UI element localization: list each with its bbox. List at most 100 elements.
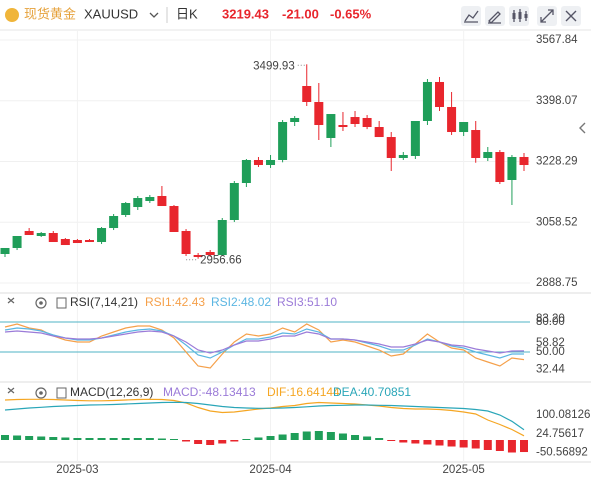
macd-bar (302, 431, 311, 440)
macd-bar (507, 440, 516, 453)
macd-bar (13, 435, 22, 440)
macd-bar (1, 435, 9, 440)
macd-bar (73, 438, 82, 440)
candle-body (290, 117, 300, 122)
macd-bar (326, 432, 335, 440)
candle-body (205, 251, 215, 256)
candle-body (435, 81, 445, 108)
x-tick-label: 2025-03 (56, 464, 98, 476)
period[interactable]: 日K (176, 6, 198, 21)
settings-icon-dot (39, 301, 43, 305)
high-annotation: 3499.93 (253, 60, 295, 72)
hide-icon[interactable] (7, 387, 15, 394)
candle-body (97, 228, 107, 243)
settings-icon[interactable] (35, 297, 47, 309)
x-tick-label: 2025-04 (249, 464, 292, 476)
x-tick-label: 2025-05 (443, 464, 485, 476)
rsi-controls (7, 297, 67, 309)
y-tick-label: 3567.84 (536, 34, 578, 46)
macd-bar (351, 435, 360, 440)
macd-bar (169, 439, 178, 440)
candle-body (241, 159, 251, 184)
y-tick-label: 2888.75 (536, 277, 578, 289)
y-tick-label: 58.82 (536, 337, 565, 349)
candle-body (217, 220, 227, 256)
macd-bar (314, 431, 323, 440)
y-tick-label: 83.20 (536, 313, 565, 325)
candle-body (471, 130, 481, 158)
candle-body (350, 117, 360, 125)
macd-bar (206, 440, 215, 445)
macd-bar (97, 438, 106, 440)
macd-bar (242, 439, 251, 440)
candle-body (253, 159, 263, 166)
candle-body (157, 195, 167, 207)
y-tick-label: 50.00 (536, 346, 565, 358)
y-tick-label: 24.75617 (536, 428, 584, 440)
macd-bar (387, 440, 396, 441)
macd-bar (447, 440, 456, 447)
macd-bar (363, 436, 372, 440)
y-tick-label: 3398.07 (536, 95, 578, 107)
low-annotation: 2956.66 (200, 255, 242, 267)
macd-bar (61, 437, 70, 440)
draw-icon (488, 11, 501, 24)
checkbox[interactable] (56, 387, 67, 399)
macd-bar (520, 440, 528, 453)
candle-body (193, 255, 203, 258)
y-tick-label: 80.00 (536, 316, 565, 328)
candle-body (12, 236, 22, 248)
macd-controls (7, 387, 67, 399)
fullscreen-icon (540, 9, 554, 23)
dropdown-arrow[interactable] (149, 12, 159, 18)
legend-entry: RSI2:48.02 (211, 295, 271, 309)
settings-icon[interactable] (35, 387, 47, 399)
price: 3219.43 (222, 6, 269, 21)
candle-body (338, 125, 348, 128)
candle-body (483, 152, 493, 158)
macd-line (4, 401, 525, 431)
checkbox[interactable] (56, 297, 67, 309)
candle-body (302, 85, 312, 102)
macd-bar (121, 438, 130, 440)
candle-body (109, 215, 119, 229)
y-tick-label: 32.44 (536, 364, 565, 376)
candle-body (169, 206, 179, 232)
legend-entry: DEA:40.70851 (333, 385, 411, 399)
macd-bar (435, 440, 444, 446)
macd-bar (471, 440, 480, 449)
candle-body (278, 121, 288, 160)
candle-body (48, 232, 58, 243)
candle-body (314, 101, 324, 126)
macd-bar (423, 440, 432, 445)
indicator-title: RSI(7,14,21) (70, 295, 138, 309)
macd-bar (218, 440, 227, 444)
macd-bar (194, 440, 203, 444)
symbol[interactable]: XAUUSD (84, 6, 138, 21)
macd-bar (145, 438, 154, 440)
close-icon (565, 10, 577, 22)
settings-icon-dot (39, 391, 43, 395)
macd-bar (483, 440, 492, 450)
macd-bar (254, 437, 263, 440)
hide-icon[interactable] (7, 297, 15, 304)
legend-entry: RSI1:42.43 (145, 295, 205, 309)
candle-body (326, 114, 336, 138)
candle-body (121, 203, 131, 215)
candle-body (60, 239, 70, 246)
macd-bar (278, 434, 287, 440)
legend-entry: RSI3:51.10 (277, 295, 337, 309)
macd-bar (25, 436, 34, 440)
candle-body (507, 156, 517, 181)
gold-icon (5, 8, 19, 22)
macd-bar (49, 437, 58, 440)
macd-bar (230, 440, 239, 442)
macd-bar (109, 438, 118, 440)
collapse-arrow[interactable] (579, 122, 586, 134)
indicator-icon (464, 10, 479, 23)
draw-button[interactable] (485, 6, 505, 26)
change: -21.00 (282, 6, 319, 21)
change-percent: -0.65% (330, 6, 372, 21)
macd-bar (399, 440, 408, 443)
